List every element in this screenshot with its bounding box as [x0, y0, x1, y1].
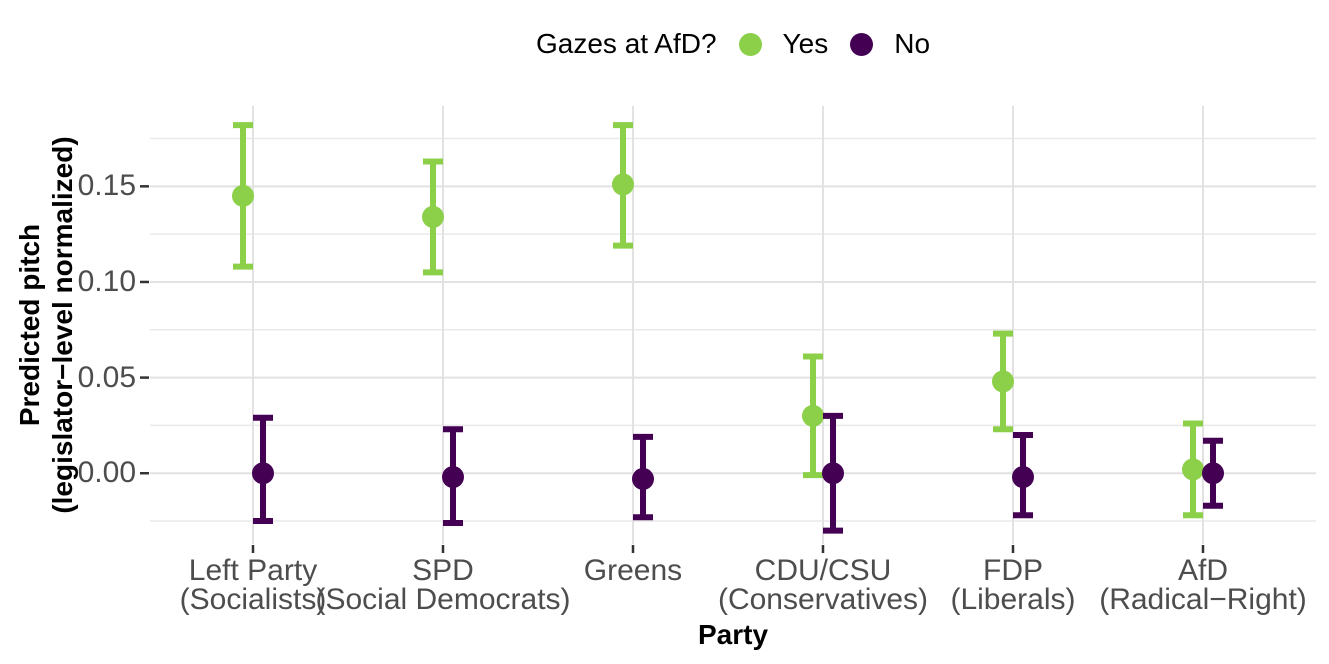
x-tick-label-line1: SPD — [412, 554, 474, 587]
point-estimate — [1012, 466, 1034, 489]
legend-dot-no-icon — [850, 32, 874, 56]
point-estimate — [1182, 458, 1204, 481]
pointrange-afd-no — [1202, 437, 1224, 509]
x-tick-label-left-party: Left Party (Socialists) — [83, 554, 423, 616]
point-estimate — [612, 173, 634, 196]
pointrange-greens-yes — [612, 122, 634, 249]
x-tick-label-line1: AfD — [1177, 554, 1228, 587]
x-tick-label-afd: AfD (Radical−Right) — [1033, 554, 1329, 616]
x-tick-label-line2: (Socialists) — [179, 583, 327, 616]
point-estimate — [992, 370, 1014, 393]
y-tick-label-0.15: 0.15 — [77, 169, 136, 203]
x-tick-label-greens: Greens — [463, 554, 803, 587]
legend-label-no: No — [894, 28, 931, 59]
pointrange-greens-no — [632, 433, 654, 521]
point-estimate — [442, 466, 464, 489]
point-estimate — [802, 404, 824, 427]
legend-dot-yes-icon — [738, 32, 762, 56]
x-axis-title: Party — [697, 619, 769, 650]
pointrange-cdu-csu-yes — [802, 353, 824, 479]
x-tick-label-spd: SPD (Social Democrats) — [273, 554, 613, 616]
y-tick-label-0.10: 0.10 — [77, 264, 136, 298]
pointrange-left-party-yes — [232, 122, 254, 270]
x-tick-label-line2: (Social Democrats) — [315, 583, 571, 616]
x-tick-label-line1: CDU/CSU — [754, 554, 892, 587]
pointrange-fdp-yes — [992, 330, 1014, 433]
x-tick-label-line1: Greens — [583, 554, 683, 587]
point-estimate — [1202, 462, 1224, 485]
point-estimate — [252, 462, 274, 485]
pointrange-spd-no — [442, 426, 464, 526]
legend: Gazes at AfD? Yes No — [150, 27, 1316, 61]
point-estimate — [822, 462, 844, 485]
y-tick-label-0.05: 0.05 — [77, 360, 136, 394]
pointrange-fdp-no — [1012, 431, 1034, 519]
point-estimate — [422, 205, 444, 228]
y-tick-label-0.00: 0.00 — [77, 456, 136, 490]
x-tick-label-line2: (Conservatives) — [717, 583, 929, 616]
x-tick-label-line1: FDP — [983, 554, 1043, 587]
pointrange-left-party-no — [252, 414, 274, 525]
x-tick-label-line2: (Liberals) — [950, 583, 1076, 616]
x-tick-label-cdu-csu: CDU/CSU (Conservatives) — [653, 554, 993, 616]
legend-label-yes: Yes — [782, 28, 829, 59]
x-tick-label-fdp: FDP (Liberals) — [843, 554, 1183, 616]
legend-title: Gazes at AfD? — [535, 28, 717, 59]
legend-item-yes: Yes — [738, 28, 829, 60]
pointrange-spd-yes — [422, 158, 444, 276]
x-tick-label-line1: Left Party — [188, 554, 318, 587]
pointrange-cdu-csu-no — [822, 412, 844, 534]
point-estimate — [232, 184, 254, 207]
point-estimate — [632, 467, 654, 490]
pointrange-afd-yes — [1182, 420, 1204, 519]
x-tick-label-line2: (Radical−Right) — [1099, 583, 1307, 616]
legend-item-no: No — [850, 28, 930, 60]
